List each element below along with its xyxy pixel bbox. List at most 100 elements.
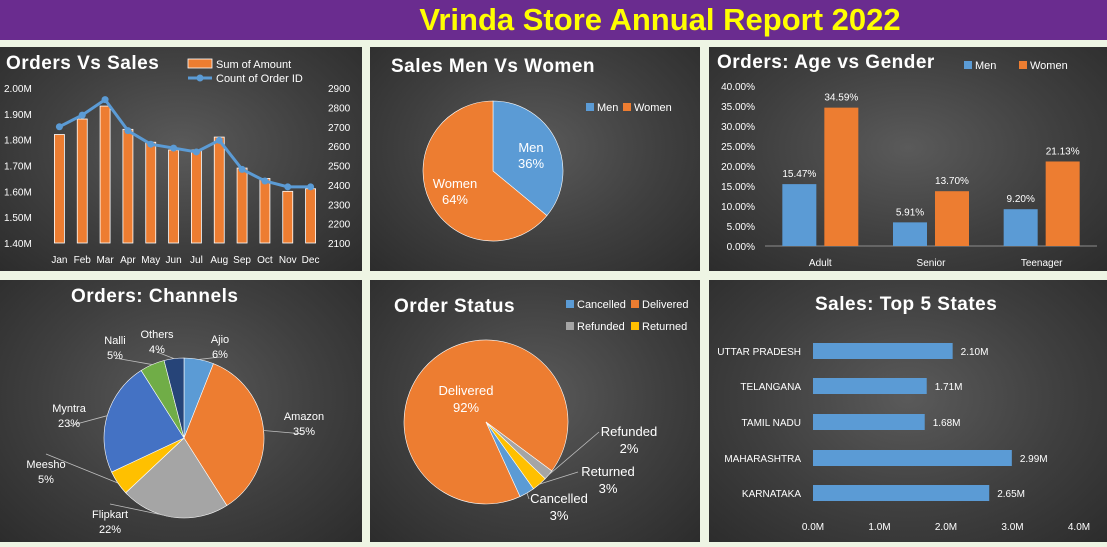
legend-delivered-swatch (631, 300, 639, 308)
orders-point (192, 148, 200, 156)
channels-title: Orders: Channels (71, 286, 239, 307)
channel-leader-line (198, 356, 221, 360)
status-leader-line (548, 431, 600, 476)
order-status-title: Order Status (394, 296, 516, 317)
bar-label: 15.47% (782, 169, 816, 180)
report-title: Vrinda Store Annual Report 2022 (419, 2, 901, 37)
state-value: 2.10M (961, 347, 989, 358)
x-tick: Jun (166, 255, 182, 266)
channel-value: 35% (293, 426, 315, 438)
legend-women-label: Women (634, 102, 672, 114)
x-tick: 2.0M (935, 522, 957, 533)
y-left-tick: 1.80M (4, 136, 32, 147)
top-states-title: Sales: Top 5 States (815, 294, 998, 315)
channel-value: 5% (38, 474, 54, 486)
gender-slice-value: 64% (442, 192, 468, 207)
sales-bar (76, 118, 88, 244)
bar-label: 34.59% (824, 93, 858, 104)
channel-label: Others (140, 329, 174, 341)
sales-bar (99, 105, 111, 244)
state-value: 2.65M (997, 489, 1025, 500)
status-leader-line (539, 471, 579, 485)
status-label-delivered: Delivered (439, 383, 494, 398)
x-tick: Dec (302, 255, 320, 266)
state-value: 1.68M (933, 418, 961, 429)
channel-label: Flipkart (92, 509, 128, 521)
state-bar (813, 414, 925, 430)
bar-women (935, 191, 969, 246)
sales-bar (145, 141, 157, 244)
channel-label: Myntra (52, 403, 87, 415)
legend-delivered-label: Delivered (642, 299, 688, 311)
legend-orders-label: Count of Order ID (216, 73, 303, 85)
sales-men-women-panel: Sales Men Vs Women Men 36% Women 64% Men Wome… (370, 47, 700, 271)
orders-vs-sales-title: Orders Vs Sales (6, 53, 160, 74)
sales-bar (282, 190, 294, 244)
sales-bar (305, 188, 316, 244)
x-tick: May (141, 255, 160, 266)
top-states-panel: Sales: Top 5 States UTTAR PRADESH 2.10M TE… (709, 280, 1107, 542)
sales-bar (54, 134, 65, 244)
sales-men-women-title: Sales Men Vs Women (391, 56, 595, 77)
state-label: MAHARASHTRA (724, 454, 801, 465)
channel-value: 22% (99, 524, 121, 536)
channel-value: 23% (58, 418, 80, 430)
x-tick: Senior (917, 258, 947, 269)
x-tick: 4.0M (1068, 522, 1090, 533)
x-tick: Nov (279, 255, 297, 266)
age-gender-panel: Orders: Age vs Gender 0.00% 5.00% 10.00% 15… (709, 47, 1107, 271)
x-tick: Jan (51, 255, 67, 266)
status-value: 3% (599, 481, 618, 496)
channel-label: Ajio (211, 334, 229, 346)
x-tick: Jul (190, 255, 203, 266)
x-tick: Aug (210, 255, 228, 266)
channel-label: Meesho (26, 459, 65, 471)
y-right-tick: 2200 (328, 220, 351, 231)
orders-point (147, 140, 155, 148)
legend-women-label: Women (1030, 60, 1068, 72)
orders-point (101, 96, 109, 104)
legend-men-label: Men (597, 102, 618, 114)
y-right-tick: 2900 (328, 84, 351, 95)
legend-orders-marker (196, 74, 204, 82)
state-value: 1.71M (935, 382, 963, 393)
y-left-tick: 1.60M (4, 187, 32, 198)
sales-bar (213, 136, 225, 244)
orders-point (170, 144, 178, 152)
status-label: Refunded (601, 424, 657, 439)
bar-men (893, 222, 927, 246)
orders-point (55, 123, 63, 131)
orders-point (261, 177, 269, 185)
x-tick: Apr (120, 255, 136, 266)
channel-value: 6% (212, 349, 228, 361)
x-tick: Oct (257, 255, 273, 266)
gender-slice-value: 36% (518, 156, 544, 171)
legend-returned-label: Returned (642, 321, 687, 333)
sales-bar (122, 128, 134, 244)
legend-men-swatch (964, 61, 972, 69)
y-tick: 30.00% (721, 122, 755, 133)
y-tick: 15.00% (721, 182, 755, 193)
y-left-tick: 2.00M (4, 84, 32, 95)
y-right-tick: 2700 (328, 123, 351, 134)
orders-point (78, 111, 86, 119)
legend-amount-label: Sum of Amount (216, 59, 291, 71)
sales-bar (191, 149, 202, 244)
state-bar (813, 485, 990, 501)
y-right-tick: 2400 (328, 181, 351, 192)
y-right-tick: 2100 (328, 239, 351, 250)
bar-women (824, 107, 859, 246)
status-leader-line (526, 492, 530, 500)
legend-cancelled-label: Cancelled (577, 299, 626, 311)
legend-men-label: Men (975, 60, 996, 72)
y-left-tick: 1.90M (4, 110, 32, 121)
channel-leader-line (156, 351, 175, 360)
y-right-tick: 2800 (328, 103, 351, 114)
bar-label: 13.70% (935, 176, 969, 187)
order-status-chart: Delivered 92% Refunded 2% Returned 3% Cancelle… (403, 299, 688, 523)
sales-bar (259, 178, 271, 244)
y-tick: 20.00% (721, 162, 755, 173)
legend-refunded-label: Refunded (577, 321, 625, 333)
x-tick: Mar (96, 255, 114, 266)
state-label: TAMIL NADU (742, 418, 801, 429)
